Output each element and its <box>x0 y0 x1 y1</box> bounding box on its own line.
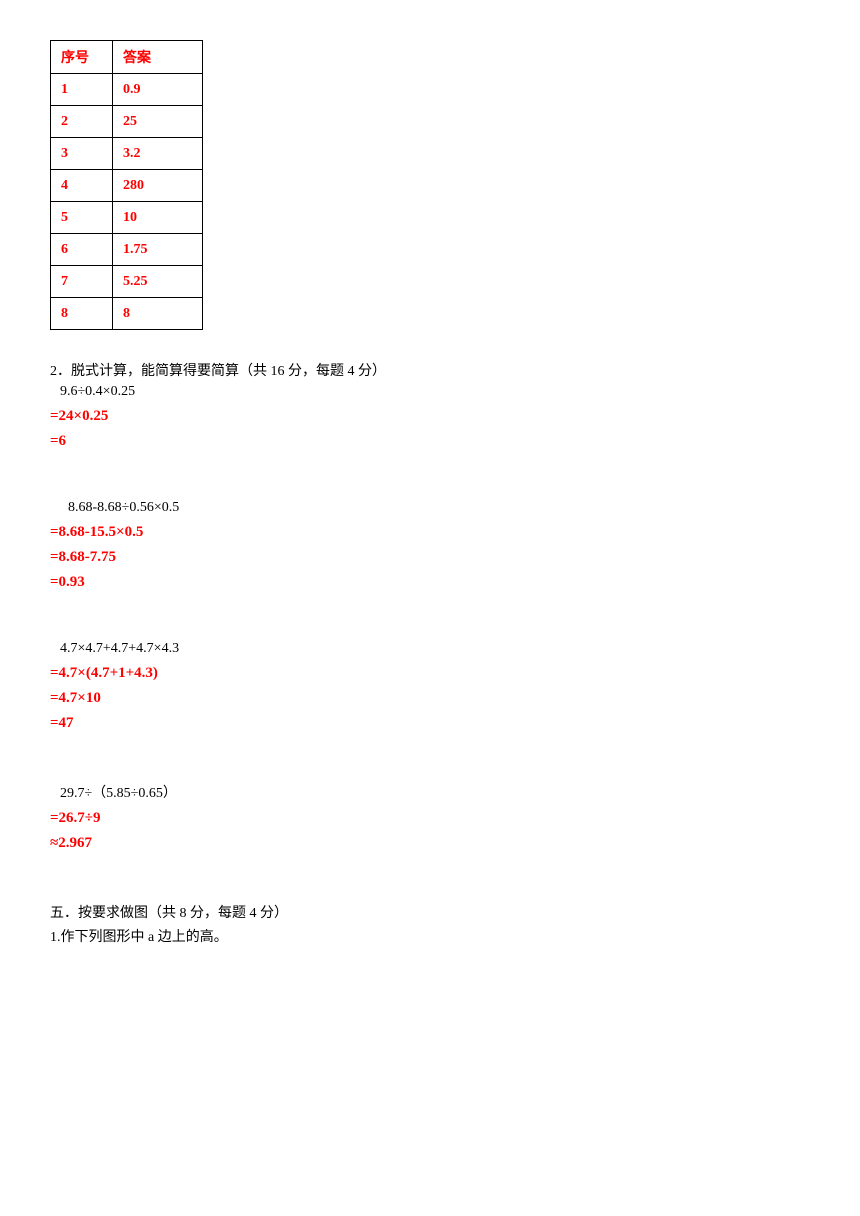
problem-1: 9.6÷0.4×0.25 =24×0.25 =6 <box>50 384 810 450</box>
table-row: 3 3.2 <box>51 138 203 170</box>
section5-title: 五．按要求做图（共 8 分，每题 4 分） <box>50 902 810 922</box>
row-num: 8 <box>51 298 113 330</box>
answer-table: 序号 答案 1 0.9 2 25 3 3.2 4 280 5 10 6 1.75… <box>50 40 203 330</box>
solution-step: ≈2.967 <box>50 835 810 852</box>
row-num: 6 <box>51 234 113 266</box>
row-num: 3 <box>51 138 113 170</box>
table-row: 1 0.9 <box>51 74 203 106</box>
problem-text: 8.68-8.68÷0.56×0.5 <box>68 500 810 516</box>
row-num: 1 <box>51 74 113 106</box>
solution-step: =4.7×(4.7+1+4.3) <box>50 665 810 682</box>
solution-step: =8.68-7.75 <box>50 549 810 566</box>
row-ans: 8 <box>113 298 203 330</box>
solution-step: =24×0.25 <box>50 408 810 425</box>
solution-step: =8.68-15.5×0.5 <box>50 524 810 541</box>
row-num: 2 <box>51 106 113 138</box>
section5-item1: 1.作下列图形中 a 边上的高。 <box>50 926 810 946</box>
solution-step: =4.7×10 <box>50 690 810 707</box>
row-ans: 5.25 <box>113 266 203 298</box>
problem-text: 29.7÷（5.85÷0.65） <box>60 782 810 802</box>
row-ans: 280 <box>113 170 203 202</box>
table-header-row: 序号 答案 <box>51 41 203 74</box>
header-ans: 答案 <box>113 41 203 74</box>
problem-text: 4.7×4.7+4.7+4.7×4.3 <box>60 641 810 657</box>
table-row: 4 280 <box>51 170 203 202</box>
table-row: 5 10 <box>51 202 203 234</box>
row-num: 4 <box>51 170 113 202</box>
row-ans: 3.2 <box>113 138 203 170</box>
row-ans: 25 <box>113 106 203 138</box>
problem-text: 9.6÷0.4×0.25 <box>60 384 810 400</box>
table-row: 7 5.25 <box>51 266 203 298</box>
table-row: 6 1.75 <box>51 234 203 266</box>
solution-step: =6 <box>50 433 810 450</box>
header-num: 序号 <box>51 41 113 74</box>
problem-2: 8.68-8.68÷0.56×0.5 =8.68-15.5×0.5 =8.68-… <box>50 500 810 591</box>
table-row: 2 25 <box>51 106 203 138</box>
row-ans: 1.75 <box>113 234 203 266</box>
solution-step: =47 <box>50 715 810 732</box>
row-num: 7 <box>51 266 113 298</box>
section-5: 五．按要求做图（共 8 分，每题 4 分） 1.作下列图形中 a 边上的高。 <box>50 902 810 946</box>
solution-step: =0.93 <box>50 574 810 591</box>
section2-title: 2．脱式计算，能简算得要简算（共 16 分，每题 4 分） <box>50 360 810 380</box>
solution-step: =26.7÷9 <box>50 810 810 827</box>
problem-3: 4.7×4.7+4.7+4.7×4.3 =4.7×(4.7+1+4.3) =4.… <box>50 641 810 732</box>
row-ans: 10 <box>113 202 203 234</box>
row-num: 5 <box>51 202 113 234</box>
table-row: 8 8 <box>51 298 203 330</box>
row-ans: 0.9 <box>113 74 203 106</box>
problem-4: 29.7÷（5.85÷0.65） =26.7÷9 ≈2.967 <box>50 782 810 852</box>
